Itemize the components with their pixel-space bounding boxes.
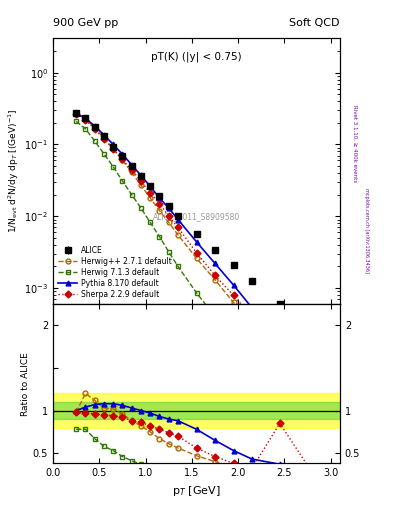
Herwig++ 2.7.1 default (231, 300, 236, 306)
Text: mcplots.cern.ch [arXiv:1306.3436]: mcplots.cern.ch [arXiv:1306.3436] (364, 188, 369, 273)
Herwig 7.1.3 default (231, 337, 236, 343)
Sherpa 2.2.9 default (213, 272, 217, 279)
Herwig++ 2.7.1 default (314, 380, 319, 386)
Herwig++ 2.7.1 default (148, 195, 152, 201)
Pythia 8.170 default (194, 239, 199, 245)
Text: pT(K) (|y| < 0.75): pT(K) (|y| < 0.75) (151, 52, 242, 62)
Text: ALICE_2011_S8909580: ALICE_2011_S8909580 (153, 212, 240, 221)
Pythia 8.170 default (139, 173, 143, 179)
Pythia 8.170 default (92, 123, 97, 129)
Text: 900 GeV pp: 900 GeV pp (53, 18, 118, 28)
Herwig 7.1.3 default (139, 205, 143, 211)
Sherpa 2.2.9 default (111, 146, 116, 152)
Herwig 7.1.3 default (176, 263, 180, 269)
Pythia 8.170 default (250, 305, 254, 311)
Herwig++ 2.7.1 default (157, 207, 162, 214)
Pythia 8.170 default (148, 183, 152, 189)
Sherpa 2.2.9 default (157, 201, 162, 207)
Pythia 8.170 default (111, 141, 116, 147)
X-axis label: p$_T$ [GeV]: p$_T$ [GeV] (172, 484, 221, 498)
Pythia 8.170 default (176, 217, 180, 223)
Pythia 8.170 default (102, 132, 107, 138)
Herwig 7.1.3 default (194, 290, 199, 296)
Sherpa 2.2.9 default (194, 250, 199, 256)
Pythia 8.170 default (231, 282, 236, 288)
Herwig++ 2.7.1 default (74, 111, 79, 117)
Pythia 8.170 default (277, 334, 282, 340)
Pythia 8.170 default (166, 205, 171, 211)
Herwig++ 2.7.1 default (176, 232, 180, 238)
Sherpa 2.2.9 default (129, 167, 134, 173)
Herwig 7.1.3 default (120, 178, 125, 184)
Herwig 7.1.3 default (166, 249, 171, 255)
Herwig++ 2.7.1 default (92, 125, 97, 131)
Herwig++ 2.7.1 default (139, 182, 143, 188)
Pythia 8.170 default (129, 162, 134, 168)
Y-axis label: 1/N$_{\rm evt}$ d$^2$N/dy dp$_T$ [(GeV)$^{-1}$]: 1/N$_{\rm evt}$ d$^2$N/dy dp$_T$ [(GeV)$… (7, 109, 22, 233)
Line: Sherpa 2.2.9 default: Sherpa 2.2.9 default (74, 112, 319, 372)
Bar (53, 402, 340, 419)
Pythia 8.170 default (314, 360, 319, 366)
Sherpa 2.2.9 default (314, 366, 319, 372)
Pythia 8.170 default (120, 151, 125, 157)
Herwig 7.1.3 default (148, 219, 152, 225)
Line: Herwig 7.1.3 default: Herwig 7.1.3 default (74, 119, 319, 434)
Herwig 7.1.3 default (277, 391, 282, 397)
Herwig 7.1.3 default (157, 233, 162, 240)
Herwig++ 2.7.1 default (102, 135, 107, 141)
Herwig++ 2.7.1 default (129, 169, 134, 175)
Legend: ALICE, Herwig++ 2.7.1 default, Herwig 7.1.3 default, Pythia 8.170 default, Sherp: ALICE, Herwig++ 2.7.1 default, Herwig 7.… (57, 245, 173, 300)
Sherpa 2.2.9 default (92, 126, 97, 132)
Herwig 7.1.3 default (92, 138, 97, 144)
Sherpa 2.2.9 default (250, 313, 254, 319)
Herwig 7.1.3 default (102, 151, 107, 157)
Sherpa 2.2.9 default (139, 178, 143, 184)
Herwig 7.1.3 default (314, 429, 319, 435)
Text: Soft QCD: Soft QCD (290, 18, 340, 28)
Sherpa 2.2.9 default (231, 292, 236, 298)
Herwig 7.1.3 default (129, 191, 134, 198)
Sherpa 2.2.9 default (102, 136, 107, 142)
Herwig++ 2.7.1 default (277, 349, 282, 355)
Pythia 8.170 default (157, 195, 162, 201)
Herwig++ 2.7.1 default (83, 115, 88, 121)
Herwig 7.1.3 default (250, 360, 254, 366)
Herwig 7.1.3 default (111, 164, 116, 170)
Sherpa 2.2.9 default (83, 117, 88, 123)
Line: Herwig++ 2.7.1 default: Herwig++ 2.7.1 default (74, 112, 319, 385)
Herwig++ 2.7.1 default (250, 323, 254, 329)
Herwig 7.1.3 default (83, 126, 88, 132)
Pythia 8.170 default (74, 111, 79, 117)
Sherpa 2.2.9 default (120, 156, 125, 162)
Sherpa 2.2.9 default (74, 111, 79, 117)
Herwig++ 2.7.1 default (166, 219, 171, 225)
Pythia 8.170 default (213, 261, 217, 267)
Herwig 7.1.3 default (74, 118, 79, 124)
Herwig++ 2.7.1 default (194, 255, 199, 261)
Line: Pythia 8.170 default: Pythia 8.170 default (74, 111, 319, 366)
Herwig++ 2.7.1 default (111, 146, 116, 152)
Pythia 8.170 default (83, 115, 88, 121)
Sherpa 2.2.9 default (166, 213, 171, 219)
Herwig 7.1.3 default (213, 313, 217, 319)
Sherpa 2.2.9 default (277, 340, 282, 347)
Bar (53, 394, 340, 428)
Text: Rivet 3.1.10, ≥ 400k events: Rivet 3.1.10, ≥ 400k events (352, 105, 357, 182)
Herwig++ 2.7.1 default (213, 277, 217, 283)
Y-axis label: Ratio to ALICE: Ratio to ALICE (21, 352, 30, 416)
Herwig++ 2.7.1 default (120, 157, 125, 163)
Sherpa 2.2.9 default (148, 190, 152, 196)
Sherpa 2.2.9 default (176, 224, 180, 230)
